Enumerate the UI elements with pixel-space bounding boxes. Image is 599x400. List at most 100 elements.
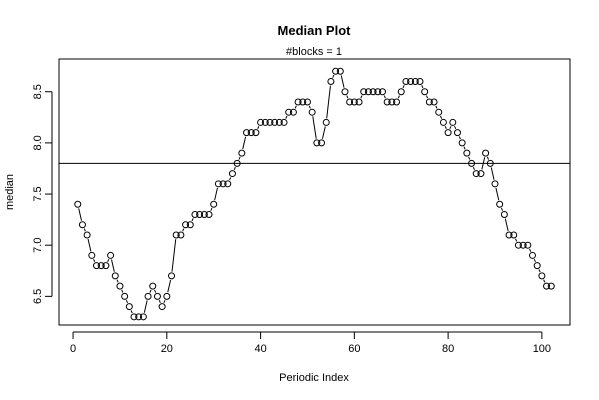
data-point <box>196 211 204 219</box>
data-point <box>238 149 246 157</box>
y-tick-label: 7.5 <box>32 186 44 201</box>
plot-frame <box>58 58 571 326</box>
data-point <box>191 211 199 219</box>
series-segment <box>125 299 129 303</box>
series-segment <box>360 95 363 99</box>
data-point <box>322 118 330 126</box>
x-tick-label: 40 <box>254 343 266 355</box>
data-point <box>318 139 326 147</box>
x-tick-label: 100 <box>533 343 551 355</box>
x-tick-label: 20 <box>161 343 173 355</box>
data-point <box>78 221 86 229</box>
data-point <box>510 231 518 239</box>
chart-subtitle: #blocks = 1 <box>286 46 342 58</box>
data-point <box>257 118 265 126</box>
data-point <box>430 98 438 106</box>
data-point <box>200 211 208 219</box>
series-segment <box>346 95 349 99</box>
data-point <box>149 282 157 290</box>
series-segment <box>397 95 400 99</box>
data-point <box>93 262 101 270</box>
y-tick-label: 8.0 <box>32 135 44 150</box>
series-segment <box>500 207 504 211</box>
series-segment <box>543 279 546 283</box>
data-point <box>83 231 91 239</box>
series-segment <box>435 105 438 109</box>
data-point <box>486 159 494 167</box>
series-segment <box>83 228 86 232</box>
data-point <box>177 231 185 239</box>
data-point <box>411 78 419 86</box>
x-tick-label: 80 <box>442 343 454 355</box>
data-point <box>496 200 504 208</box>
data-point <box>543 282 551 290</box>
data-point <box>425 98 433 106</box>
series-segment <box>449 126 452 130</box>
data-point <box>289 108 297 116</box>
series-segment <box>340 75 345 88</box>
data-point <box>308 108 316 116</box>
data-point <box>125 303 133 311</box>
series-segment <box>167 279 172 293</box>
data-point <box>355 98 363 106</box>
data-point <box>538 272 546 280</box>
data-point <box>444 129 452 137</box>
series-segment <box>154 289 157 293</box>
data-point <box>346 98 354 106</box>
data-point <box>416 78 424 86</box>
series-segment <box>78 208 82 221</box>
series-segment <box>538 269 541 273</box>
data-point <box>383 98 391 106</box>
series-segment <box>233 166 236 170</box>
data-point <box>285 108 293 116</box>
x-axis: 0 20 40 60 80 100 <box>70 331 551 355</box>
data-point <box>172 231 180 239</box>
data-point <box>303 98 311 106</box>
series-segment <box>143 300 148 313</box>
data-point <box>407 78 415 86</box>
series-segment <box>454 126 457 130</box>
data-point <box>252 129 260 137</box>
data-point <box>500 211 508 219</box>
series-segment <box>238 156 241 160</box>
data-point <box>463 149 471 157</box>
series-segment <box>257 126 260 130</box>
data-point <box>458 139 466 147</box>
series-segment <box>111 259 115 272</box>
series-segment <box>210 207 213 211</box>
chart-title: Median Plot <box>278 23 352 38</box>
series-segment <box>515 238 518 242</box>
data-point <box>528 251 536 259</box>
data-point <box>468 159 476 167</box>
data-point <box>153 292 161 300</box>
data-point <box>421 88 429 96</box>
data-point <box>247 129 255 137</box>
data-point <box>514 241 522 249</box>
series-segment <box>130 310 133 314</box>
data-point <box>336 67 344 75</box>
x-tick-label: 0 <box>70 343 76 355</box>
series-segment <box>87 238 92 252</box>
data-point <box>168 272 176 280</box>
data-point <box>135 313 143 321</box>
data-point <box>378 88 386 96</box>
data-point <box>186 221 194 229</box>
data-point <box>547 282 555 290</box>
data-point <box>435 108 443 116</box>
series-segment <box>481 157 486 170</box>
data-point <box>111 272 119 280</box>
data-point <box>332 67 340 75</box>
series-segment <box>312 116 317 139</box>
data-point <box>97 262 105 270</box>
y-tick-label: 7.0 <box>32 238 44 253</box>
data-point <box>397 88 405 96</box>
series-segment <box>242 136 247 150</box>
data-point <box>205 211 213 219</box>
data-point <box>369 88 377 96</box>
data-point <box>477 170 485 178</box>
series-segment <box>191 218 194 222</box>
data-point <box>364 88 372 96</box>
data-point <box>182 221 190 229</box>
series-segment <box>308 105 311 109</box>
median-series <box>74 67 555 321</box>
